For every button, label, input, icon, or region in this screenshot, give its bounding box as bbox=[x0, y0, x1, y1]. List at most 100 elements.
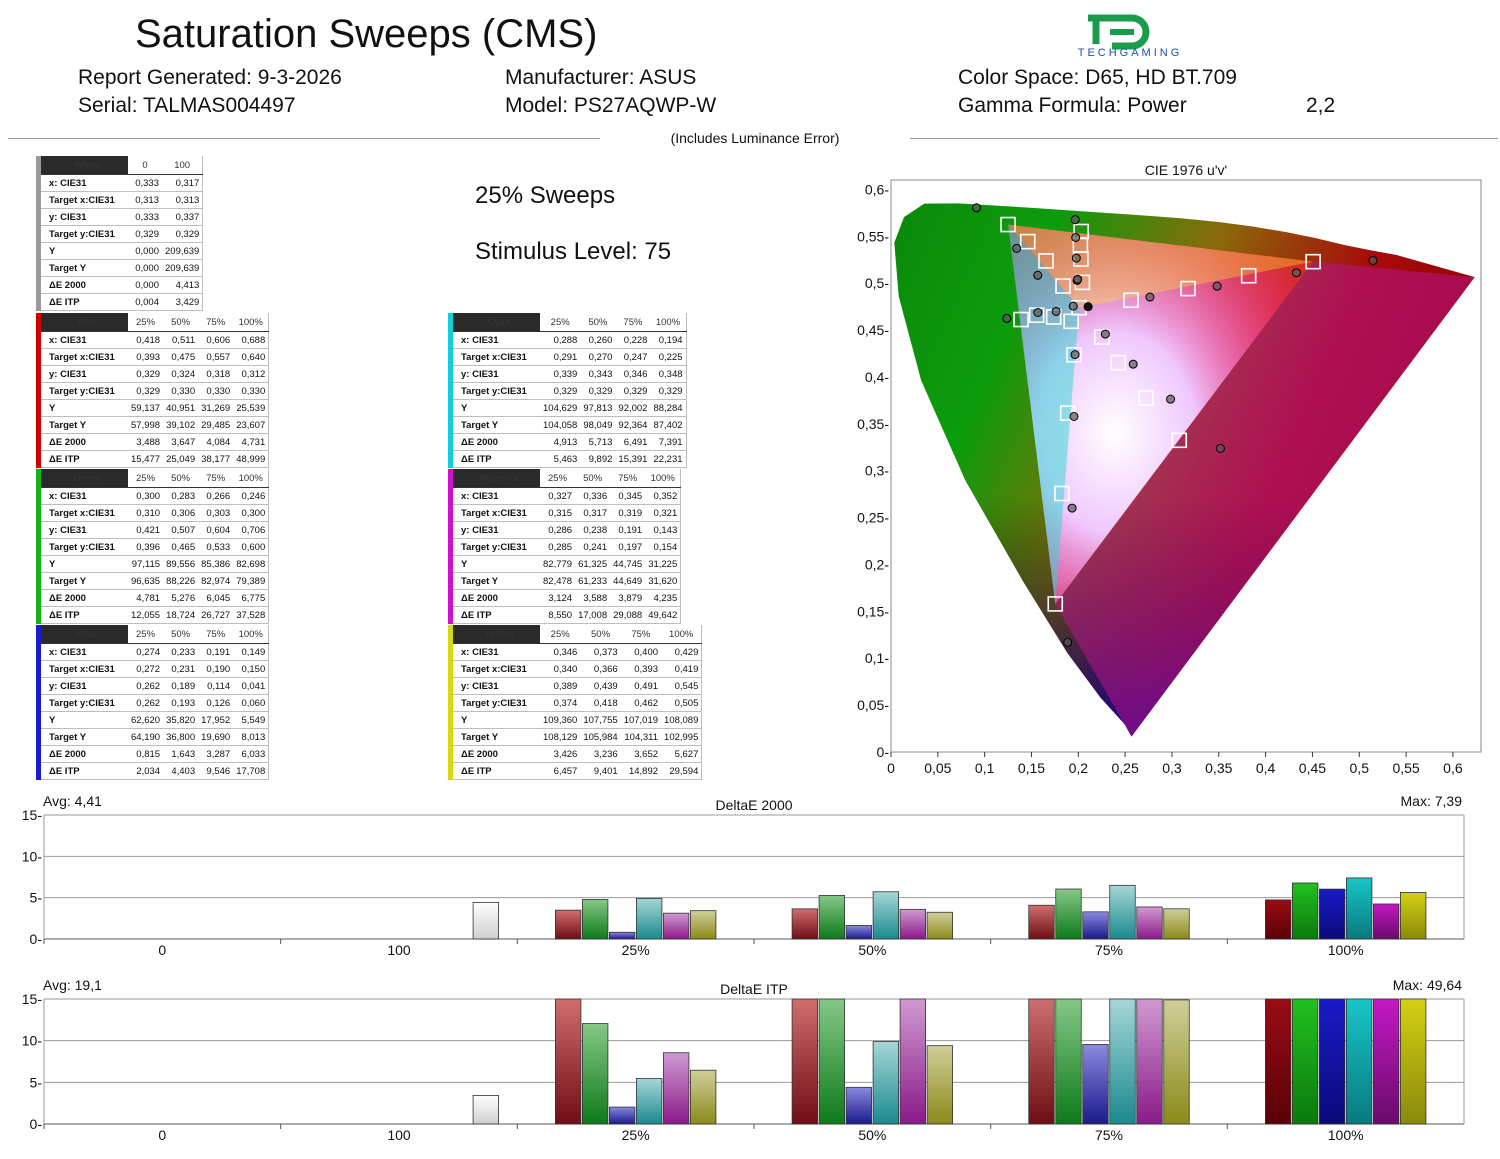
row-label: y: CIE31 bbox=[450, 521, 540, 539]
table-cyan: Cyan 25% 50% 75% 100% x: CIE31 0,288 0,260 0,228… bbox=[448, 313, 687, 468]
measured-point bbox=[1166, 394, 1176, 404]
table-row: x: CIE31 0,274 0,233 0,191 0,149 bbox=[38, 643, 269, 661]
row-label: x: CIE31 bbox=[450, 487, 540, 505]
measured-point bbox=[1212, 281, 1222, 291]
cell-value: 6,033 bbox=[233, 745, 269, 763]
x-tick-label: 0,6 bbox=[1443, 760, 1463, 776]
cell-value: 0,374 bbox=[540, 694, 581, 712]
table-title: Cyan bbox=[450, 313, 540, 332]
table-row: Target y:CIE31 0,374 0,418 0,462 0,505 bbox=[450, 694, 702, 712]
cell-value: 0,333 bbox=[128, 174, 162, 192]
cell-value: 61,233 bbox=[575, 572, 611, 590]
cell-value: 49,642 bbox=[645, 606, 681, 624]
cell-value: 5,549 bbox=[233, 711, 269, 729]
table-row: Target Y 108,129 105,984 104,311 102,995 bbox=[450, 728, 702, 746]
cell-value: 3,429 bbox=[162, 293, 203, 311]
row-label: Target x:CIE31 bbox=[38, 504, 128, 522]
cell-value: 8,550 bbox=[540, 606, 576, 624]
cell-value: 0,604 bbox=[198, 521, 234, 539]
row-label: Target Y bbox=[38, 572, 128, 590]
target-marker bbox=[1073, 223, 1090, 240]
cell-value: 0,285 bbox=[540, 538, 576, 556]
row-label: x: CIE31 bbox=[38, 643, 128, 661]
cell-value: 0,340 bbox=[540, 660, 581, 678]
cell-value: 92,002 bbox=[615, 399, 651, 417]
y-tick-label: 5- bbox=[30, 1074, 43, 1090]
table-row: Target x:CIE31 0,313 0,313 bbox=[38, 191, 203, 209]
target-marker bbox=[1123, 292, 1139, 309]
cell-value: 87,402 bbox=[650, 416, 687, 434]
deltae-chart-1: DeltaE 2000 Avg: 4,41 Max: 7,39 0- 5- 10- 15- 0… bbox=[22, 793, 1465, 958]
row-label: ΔE 2000 bbox=[38, 745, 128, 763]
row-label: Target x:CIE31 bbox=[450, 660, 540, 678]
cell-value: 0,396 bbox=[128, 538, 164, 556]
measured-point bbox=[1368, 255, 1378, 265]
table-row: Target Y 104,058 98,049 92,364 87,402 bbox=[450, 416, 687, 434]
measured-point bbox=[1033, 270, 1043, 280]
cell-value: 36,800 bbox=[163, 728, 199, 746]
report-generated: Report Generated: 9-3-2026 bbox=[78, 66, 342, 89]
row-label: y: CIE31 bbox=[450, 677, 540, 695]
x-tick-label: 0,05 bbox=[924, 760, 951, 776]
cell-value: 0,318 bbox=[198, 365, 234, 383]
cell-value: 0,270 bbox=[580, 348, 616, 366]
bar-magenta bbox=[1373, 998, 1400, 1125]
cell-value: 0,313 bbox=[162, 191, 203, 209]
cell-value: 0,233 bbox=[163, 643, 199, 661]
bar-red bbox=[791, 908, 818, 940]
row-label: Target Y bbox=[450, 728, 540, 746]
bar-cyan bbox=[636, 897, 663, 940]
target-marker bbox=[1240, 267, 1257, 284]
table-green: Green 25% 50% 75% 100% x: CIE31 0,300 0,283 0,26… bbox=[36, 469, 270, 624]
yellow-sector bbox=[1008, 224, 1314, 308]
table-row: y: CIE31 0,329 0,324 0,318 0,312 bbox=[38, 365, 269, 383]
cell-value: 0,228 bbox=[615, 331, 651, 349]
cell-value: 0,291 bbox=[540, 348, 581, 366]
cell-value: 0,000 bbox=[128, 276, 162, 294]
cell-value: 107,019 bbox=[620, 711, 662, 729]
cell-value: 4,413 bbox=[162, 276, 203, 294]
y-tick-label: 0,15- bbox=[857, 603, 889, 619]
cell-value: 3,124 bbox=[540, 589, 576, 607]
row-label: ΔE ITP bbox=[38, 450, 128, 468]
cell-value: 0,150 bbox=[233, 660, 269, 678]
table-row: ΔE 2000 4,781 5,276 6,045 6,775 bbox=[38, 589, 269, 607]
x-tick-label: 0,4 bbox=[1256, 760, 1276, 776]
table-row: Y 0,000 209,639 bbox=[38, 242, 203, 260]
row-label: y: CIE31 bbox=[38, 521, 128, 539]
cell-value: 0,319 bbox=[610, 504, 646, 522]
measured-point bbox=[1083, 302, 1093, 312]
x-tick-label: 0,15 bbox=[1018, 760, 1045, 776]
cell-value: 59,137 bbox=[128, 399, 164, 417]
row-label: x: CIE31 bbox=[450, 331, 540, 349]
cell-value: 0,300 bbox=[233, 504, 269, 522]
cell-value: 82,779 bbox=[540, 555, 576, 573]
y-tick-label: 15- bbox=[22, 807, 43, 823]
bar-green bbox=[1292, 882, 1319, 940]
table-title: Red bbox=[38, 313, 128, 332]
cell-value: 12,055 bbox=[128, 606, 164, 624]
cell-value: 79,389 bbox=[233, 572, 269, 590]
row-label: ΔE 2000 bbox=[38, 589, 128, 607]
cell-value: 4,235 bbox=[645, 589, 681, 607]
bar-cyan bbox=[1109, 998, 1136, 1125]
column-header: 100 bbox=[162, 156, 203, 175]
table-row: Target y:CIE31 0,329 0,330 0,330 0,330 bbox=[38, 382, 269, 400]
x-tick-label: 0,3 bbox=[1162, 760, 1182, 776]
x-tick-label: 100% bbox=[1328, 942, 1364, 958]
y-tick-label: 10- bbox=[22, 1033, 43, 1049]
row-label: Y bbox=[450, 399, 540, 417]
cell-value: 57,998 bbox=[128, 416, 164, 434]
table-row: Target x:CIE31 0,340 0,366 0,393 0,419 bbox=[450, 660, 702, 678]
row-label: Y bbox=[38, 711, 128, 729]
cie-chart: CIE 1976 u'v' 0 0,05 0,1 0,15 0,2 0,25 0,3 0,35 0… bbox=[857, 162, 1482, 776]
cell-value: 0,238 bbox=[575, 521, 611, 539]
table-row: Target x:CIE31 0,393 0,475 0,557 0,640 bbox=[38, 348, 269, 366]
x-tick-label: 100 bbox=[387, 1127, 411, 1143]
cell-value: 6,491 bbox=[615, 433, 651, 451]
cell-value: 4,781 bbox=[128, 589, 164, 607]
cell-value: 0,197 bbox=[610, 538, 646, 556]
table-row: ΔE 2000 3,488 3,647 4,084 4,731 bbox=[38, 433, 269, 451]
bar-yellow bbox=[1163, 999, 1190, 1125]
table-row: ΔE 2000 0,000 4,413 bbox=[38, 276, 203, 294]
